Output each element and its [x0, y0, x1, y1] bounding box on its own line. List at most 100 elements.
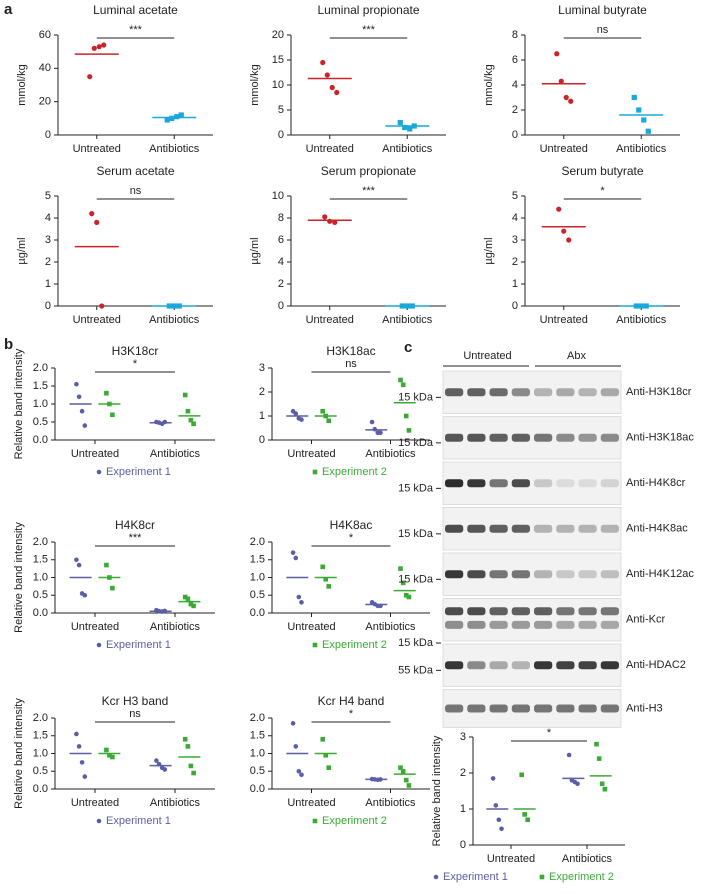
band	[578, 433, 597, 442]
point	[296, 768, 302, 774]
point	[406, 783, 412, 788]
x-tick-label: Antibiotics	[562, 853, 613, 865]
point	[641, 117, 647, 123]
point	[74, 731, 79, 737]
band	[534, 620, 553, 629]
chart-title: Luminal acetate	[93, 3, 178, 17]
x-tick-label: Antibiotics	[365, 621, 416, 633]
y-tick-label: 1.0	[33, 747, 48, 759]
point	[631, 94, 637, 101]
significance-label: *	[349, 708, 354, 720]
point	[433, 874, 439, 880]
chart-title: H3K18ac	[326, 344, 375, 358]
y-tick-label: 1	[460, 803, 466, 815]
point	[323, 752, 329, 758]
blot-row-label: Anti-H4K12ac	[626, 568, 694, 580]
point	[296, 594, 302, 600]
y-tick-label: 60	[39, 29, 51, 41]
y-tick-label: 1.0	[250, 571, 265, 583]
band	[578, 524, 597, 533]
point	[493, 803, 499, 808]
y-tick-label: 0.0	[33, 607, 48, 619]
band	[511, 524, 530, 533]
point	[326, 418, 332, 424]
point	[76, 562, 82, 568]
point	[561, 228, 567, 234]
point	[91, 45, 97, 51]
x-tick-label: Untreated	[487, 853, 535, 865]
point	[299, 772, 304, 778]
y-tick-label: 5	[45, 190, 51, 202]
point	[82, 774, 88, 779]
y-tick-label: 3	[45, 234, 51, 246]
point	[400, 768, 406, 774]
point	[191, 421, 196, 427]
point	[596, 756, 602, 761]
point	[320, 737, 326, 742]
point	[599, 781, 605, 787]
y-tick-label: 2.0	[33, 712, 48, 724]
y-tick-label: 0.5	[250, 589, 265, 601]
y-tick-label: 0	[512, 300, 518, 312]
significance-label: ns	[345, 358, 357, 370]
blot-row-label: Anti-Kcr	[626, 614, 665, 626]
chart-title: Serum propionate	[321, 164, 417, 178]
band	[556, 607, 575, 616]
legend-label: Experiment 1	[443, 871, 508, 883]
point	[82, 592, 88, 598]
band	[511, 433, 530, 442]
band	[578, 607, 597, 616]
band	[556, 661, 575, 670]
chart-title: Luminal butyrate	[558, 3, 647, 17]
point	[490, 776, 496, 781]
point	[312, 642, 318, 648]
chart-title: Luminal propionate	[317, 3, 419, 17]
band	[445, 704, 464, 713]
point	[290, 550, 296, 555]
y-tick-label: 0.0	[33, 434, 48, 446]
band	[489, 524, 508, 533]
band	[467, 524, 486, 533]
y-tick-label: 3	[460, 731, 466, 743]
y-tick-label: 5	[512, 190, 518, 202]
y-tick-label: 0	[512, 129, 518, 141]
point	[407, 126, 413, 132]
y-tick-label: 10	[272, 79, 284, 91]
point	[499, 826, 504, 832]
point	[182, 392, 188, 398]
chart-title: Kcr H4 band	[318, 694, 385, 708]
size-marker: 15 kDa	[398, 528, 434, 540]
band	[467, 704, 486, 713]
y-tick-label: 15	[272, 54, 284, 66]
y-tick-label: 2	[512, 256, 518, 268]
band	[511, 704, 530, 713]
point	[563, 94, 569, 101]
chart-title: H3K18cr	[112, 344, 159, 358]
y-tick-label: 2.0	[250, 712, 265, 724]
point	[519, 772, 524, 778]
band	[511, 479, 530, 488]
blot-row-label: Anti-H4K8cr	[626, 477, 686, 489]
band	[600, 388, 619, 397]
y-tick-label: 1.5	[250, 730, 265, 742]
y-tick-label: 0.0	[33, 783, 48, 795]
point	[400, 382, 406, 388]
x-tick-label: Antibiotics	[150, 797, 201, 809]
band	[445, 388, 464, 397]
band	[578, 661, 597, 670]
blot-row-label: Anti-H3K18cr	[626, 386, 692, 398]
band	[511, 607, 530, 616]
point	[110, 412, 115, 418]
point	[101, 42, 107, 48]
y-tick-label: 0	[278, 129, 284, 141]
point	[594, 741, 599, 747]
x-tick-label: Untreated	[287, 797, 335, 809]
y-axis-label: Relative band intensity	[13, 698, 25, 809]
y-tick-label: 2	[259, 386, 265, 398]
point	[94, 219, 100, 225]
point	[323, 576, 329, 582]
significance-label: *	[349, 532, 354, 544]
point	[554, 51, 560, 57]
blot-row-label: Anti-HDAC2	[626, 659, 686, 671]
point	[188, 763, 194, 769]
